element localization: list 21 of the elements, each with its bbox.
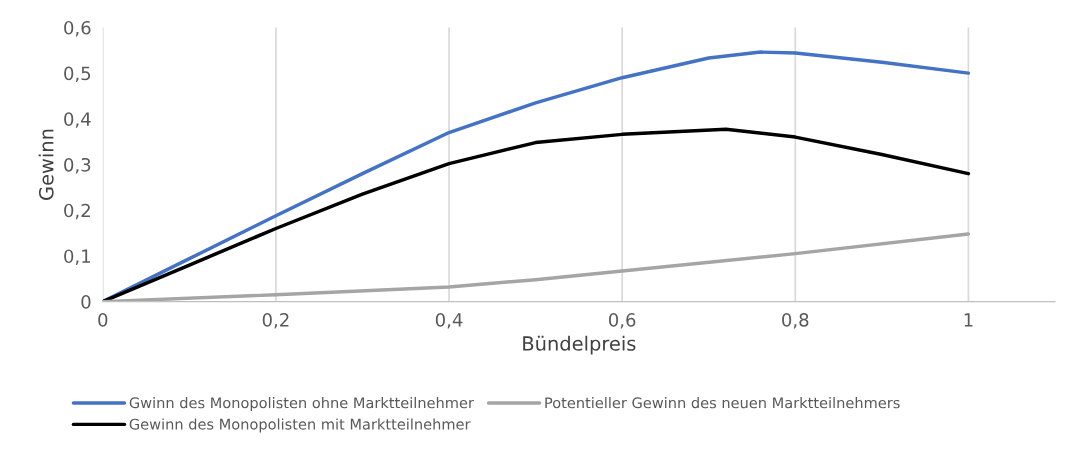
y-tick-label: 0 [81,295,91,309]
y-tick-label: 0,1 [64,249,91,265]
x-axis-title: Bündelpreis [523,335,636,355]
legend-label: Gewinn des Monopolisten mit Marktteilnehmer [129,418,471,433]
y-tick-label: 0,6 [64,20,91,37]
y-tick-label: 0,2 [64,203,90,220]
y-tick-label: 0,3 [64,157,91,174]
x-tick-label: 0,4 [435,313,463,329]
legend-label: Gwinn des Monopolisten ohne Marktteilnehmer [129,397,474,412]
line-series [102,50,971,302]
line-series [102,232,971,302]
x-tick-label: 1 [964,313,973,327]
x-tick-label: 0,8 [782,313,809,329]
y-axis-title: Gewinn [38,129,54,200]
x-tick-label: 0,6 [608,313,636,329]
line-series [102,127,971,302]
y-tick-label: 0,4 [64,112,91,128]
x-tick-label: 0,2 [262,313,289,329]
legend-label: Potentieller Gewinn des neuen Marktteilnehmers [545,397,900,409]
x-tick-label: 0 [98,313,108,327]
y-tick-label: 0,5 [64,66,91,83]
